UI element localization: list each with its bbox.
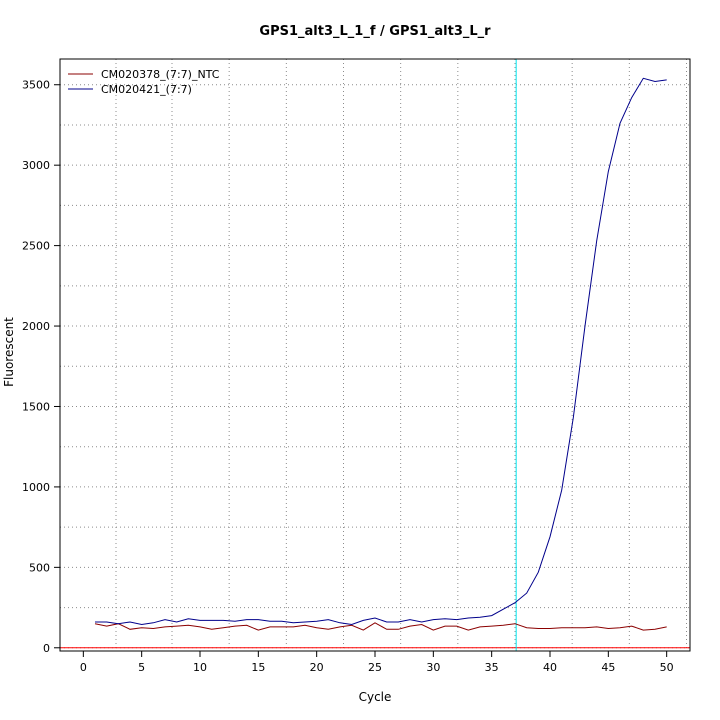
y-tick-label: 1000 bbox=[22, 481, 50, 494]
legend-label-1: CM020421_(7:7) bbox=[101, 83, 192, 96]
y-tick-label: 500 bbox=[29, 561, 50, 574]
series-layer bbox=[94, 77, 667, 631]
reference-lines bbox=[60, 59, 690, 651]
y-axis-title: Fluorescent bbox=[2, 317, 16, 387]
x-tick-label: 30 bbox=[426, 661, 440, 674]
x-tick-label: 0 bbox=[80, 661, 87, 674]
x-tick-label: 40 bbox=[543, 661, 557, 674]
y-tick-label: 0 bbox=[43, 642, 50, 655]
x-tick-label: 5 bbox=[138, 661, 145, 674]
x-tick-label: 35 bbox=[485, 661, 499, 674]
axes-layer: 0 5 10 15 20 25 30 35 40 45 5005001000150020002500… bbox=[22, 79, 674, 674]
series-line-1 bbox=[95, 77, 667, 626]
x-tick-label: 20 bbox=[310, 661, 324, 674]
series-line-0 bbox=[94, 622, 667, 631]
legend-label-0: CM020378_(7:7)_NTC bbox=[101, 68, 220, 81]
x-tick-label: 25 bbox=[368, 661, 382, 674]
y-tick-label: 3500 bbox=[22, 79, 50, 92]
x-tick-label: 50 bbox=[660, 661, 674, 674]
y-tick-label: 2000 bbox=[22, 320, 50, 333]
y-tick-label: 3000 bbox=[22, 159, 50, 172]
y-tick-label: 1500 bbox=[22, 400, 50, 413]
chart-title: GPS1_alt3_L_1_f / GPS1_alt3_L_r bbox=[259, 24, 491, 39]
x-tick-label: 15 bbox=[251, 661, 265, 674]
y-tick-label: 2500 bbox=[22, 240, 50, 253]
x-tick-label: 10 bbox=[193, 661, 207, 674]
x-tick-label: 45 bbox=[601, 661, 615, 674]
legend: CM020378_(7:7)_NTC CM020421_(7:7) bbox=[68, 68, 220, 96]
x-axis-title: Cycle bbox=[359, 690, 392, 704]
grid-layer bbox=[60, 59, 690, 651]
